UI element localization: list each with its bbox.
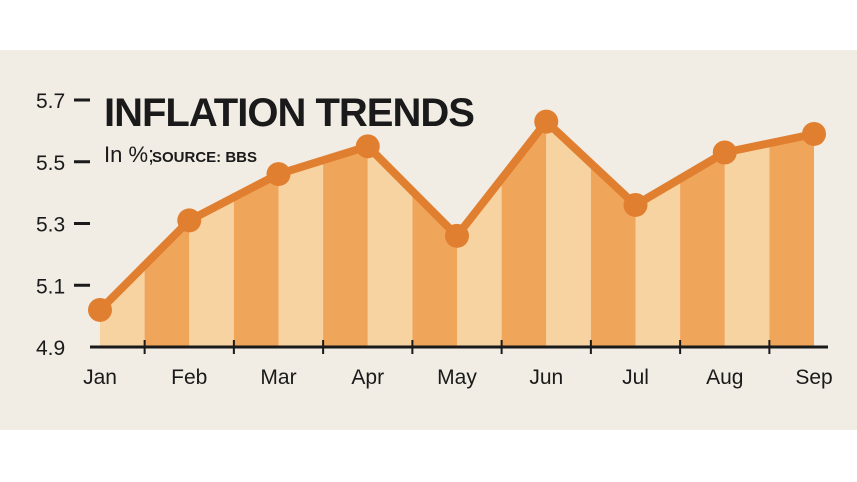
y-tick-label: 5.7 [36,90,65,113]
area-stripe [501,121,547,347]
area-stripe [680,152,725,347]
area-stripe [233,174,279,347]
y-tick-label: 5.3 [36,214,65,237]
x-tick-label: Mar [260,366,296,389]
x-tick-label: Jul [622,366,649,389]
area-stripe [189,197,234,347]
x-tick-label: Jan [83,366,117,389]
source-label: SOURCE: BBS [152,149,257,166]
y-axis-ticks: 4.9 5.1 5.3 5.5 5.7 [36,90,90,360]
area-stripes [100,121,814,347]
area-stripe [769,134,814,347]
area-stripe [546,121,591,347]
data-point [712,140,737,165]
x-tick-label: May [437,366,477,389]
data-point [88,297,112,322]
inflation-chart: Jan Feb Mar Apr May Jun Jul Aug Sep 4.9 5.1 5.3 5.5… [36,90,833,389]
y-tick-label: 4.9 [36,337,65,360]
data-point [623,192,648,217]
chart-title: INFLATION TRENDS [104,91,474,135]
data-point [445,223,469,248]
area-stripe [367,146,413,347]
data-point [534,109,559,134]
x-tick-label: Aug [706,366,743,389]
area-stripe [278,160,324,347]
data-point [177,208,202,233]
area-stripe [590,163,636,347]
x-axis-ticks: Jan Feb Mar Apr May Jun Jul Aug Sep [83,340,833,389]
area-stripe [635,178,681,347]
x-tick-label: Sep [795,366,832,389]
x-tick-label: Apr [351,366,384,389]
chart-panel: Jan Feb Mar Apr May Jun Jul Aug Sep 4.9 5.1 5.3 5.5… [0,50,857,430]
unit-label: In %; [104,142,154,167]
x-tick-label: Feb [171,366,207,389]
x-tick-label: Jun [529,366,563,389]
area-stripe [144,220,190,347]
data-points [88,109,826,322]
data-point [266,162,291,187]
y-tick-label: 5.1 [36,275,65,298]
area-stripe [724,143,770,347]
data-point [802,121,826,146]
y-tick-label: 5.5 [36,152,65,175]
data-point [355,134,380,159]
area-stripe [323,146,368,347]
area-stripe [100,265,145,347]
area-stripe [457,178,502,347]
